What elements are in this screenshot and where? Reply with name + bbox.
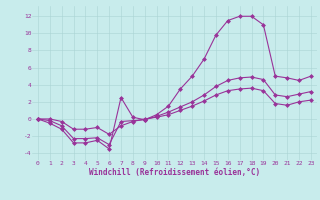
X-axis label: Windchill (Refroidissement éolien,°C): Windchill (Refroidissement éolien,°C) [89, 168, 260, 177]
